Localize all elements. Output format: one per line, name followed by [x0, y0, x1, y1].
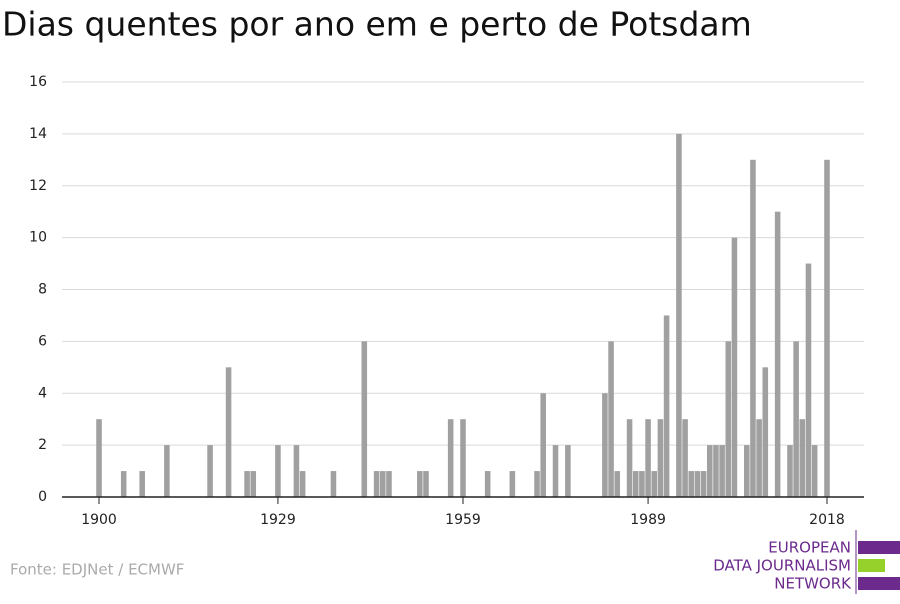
bar	[744, 445, 750, 497]
bar	[614, 471, 621, 497]
bar	[244, 471, 250, 497]
bar	[139, 471, 145, 497]
bar	[120, 471, 127, 497]
bar	[663, 315, 670, 497]
bar	[657, 419, 664, 497]
bar	[762, 367, 769, 497]
bar	[750, 159, 756, 497]
y-tick-label: 6	[38, 333, 47, 349]
bar	[96, 419, 102, 497]
bar	[700, 471, 707, 497]
bar	[534, 471, 540, 497]
bar	[787, 445, 793, 497]
bar	[225, 367, 232, 497]
y-tick-label: 16	[29, 74, 47, 90]
chart-title: Dias quentes por ano em e perto de Potsd…	[2, 5, 752, 44]
bar	[386, 471, 392, 497]
bar	[540, 393, 546, 497]
bar	[756, 419, 762, 497]
y-tick-label: 2	[38, 437, 47, 453]
bar	[639, 471, 645, 497]
bar	[509, 471, 516, 497]
bar	[719, 445, 725, 497]
bar	[330, 471, 337, 497]
bar	[565, 445, 571, 497]
y-tick-label: 14	[29, 126, 47, 142]
bar	[299, 471, 306, 497]
bar	[793, 341, 799, 497]
bar	[694, 471, 701, 497]
bar	[645, 419, 651, 497]
bar	[552, 445, 559, 497]
bar	[774, 211, 781, 497]
bar	[811, 445, 818, 497]
bar	[447, 419, 454, 497]
logo: EUROPEAN DATA JOURNALISM NETWORK	[713, 530, 900, 594]
bar	[460, 419, 466, 497]
bar	[275, 445, 281, 497]
bar	[602, 393, 608, 497]
logo-bar	[858, 559, 885, 572]
bar	[688, 471, 695, 497]
bar	[725, 341, 732, 497]
bar	[676, 133, 682, 497]
bar	[250, 471, 257, 497]
bar	[608, 341, 614, 497]
y-tick-label: 10	[29, 230, 47, 246]
x-tick-label: 1959	[445, 512, 481, 528]
bar	[380, 471, 386, 497]
bar	[373, 471, 380, 497]
x-tick-label: 1900	[81, 512, 117, 528]
bar	[824, 159, 830, 497]
bar	[484, 471, 491, 497]
bar	[805, 263, 812, 497]
x-tick-label: 2018	[809, 512, 845, 528]
bar	[706, 445, 713, 497]
logo-text: DATA JOURNALISM	[713, 557, 851, 575]
bar	[417, 471, 423, 497]
bar	[682, 419, 688, 497]
logo-text: EUROPEAN	[768, 539, 851, 557]
bar	[731, 237, 738, 497]
bar	[651, 471, 658, 497]
bar	[361, 341, 368, 497]
y-tick-label: 4	[38, 385, 47, 401]
bar	[164, 445, 170, 497]
x-tick-label: 1989	[630, 512, 666, 528]
logo-bar	[858, 541, 900, 554]
x-tick-label: 1929	[260, 512, 296, 528]
bar	[713, 445, 719, 497]
source: Fonte: EDJNet / ECMWF	[10, 561, 184, 579]
bar	[293, 445, 300, 497]
logo-bar	[858, 577, 900, 590]
y-tick-label: 8	[38, 282, 47, 298]
bar	[799, 419, 806, 497]
bar	[423, 471, 429, 497]
y-tick-label: 12	[29, 178, 47, 194]
logo-text: NETWORK	[774, 575, 852, 593]
y-tick-label: 0	[38, 489, 47, 505]
bar	[632, 471, 639, 497]
bar	[207, 445, 213, 497]
bar	[626, 419, 633, 497]
